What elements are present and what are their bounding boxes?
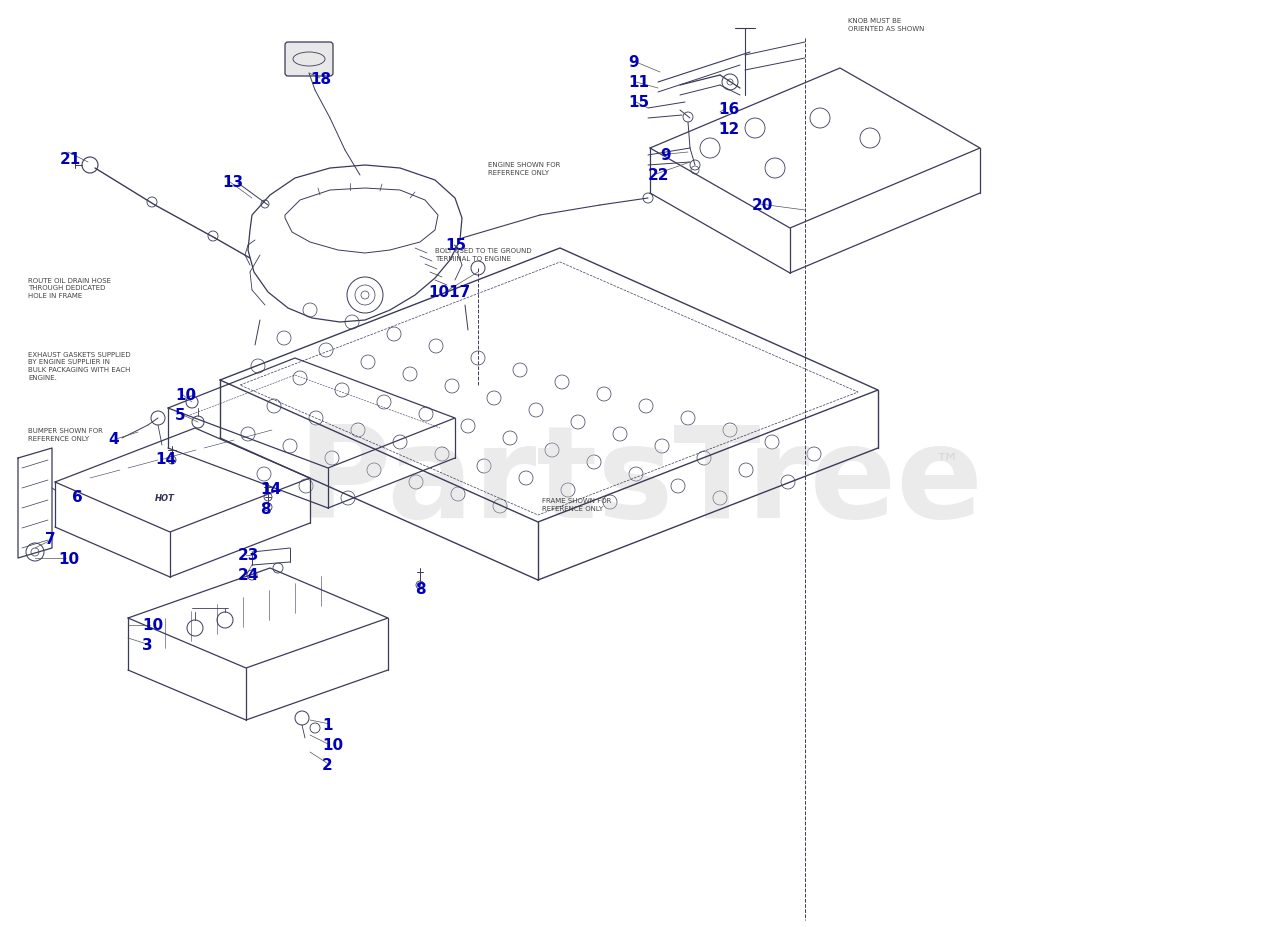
- Text: 20: 20: [753, 198, 773, 213]
- Text: FRAME SHOWN FOR
REFERENCE ONLY: FRAME SHOWN FOR REFERENCE ONLY: [541, 498, 612, 512]
- Text: 10: 10: [142, 618, 163, 633]
- Text: 15: 15: [628, 95, 649, 110]
- Text: 8: 8: [415, 582, 426, 597]
- Text: 15: 15: [445, 238, 466, 253]
- Text: 14: 14: [155, 452, 177, 467]
- Text: ROUTE OIL DRAIN HOSE
THROUGH DEDICATED
HOLE IN FRAME: ROUTE OIL DRAIN HOSE THROUGH DEDICATED H…: [28, 278, 111, 299]
- Text: 1017: 1017: [428, 285, 470, 300]
- Text: 13: 13: [221, 175, 243, 190]
- Text: KNOB MUST BE
ORIENTED AS SHOWN: KNOB MUST BE ORIENTED AS SHOWN: [849, 18, 924, 32]
- Text: 9: 9: [660, 148, 671, 163]
- Text: BOLT USED TO TIE GROUND
TERMINAL TO ENGINE: BOLT USED TO TIE GROUND TERMINAL TO ENGI…: [435, 248, 531, 261]
- Text: 7: 7: [45, 532, 55, 547]
- Text: 4: 4: [108, 432, 119, 447]
- Text: 10: 10: [323, 738, 343, 753]
- Text: 6: 6: [72, 490, 83, 505]
- Text: 16: 16: [718, 102, 740, 117]
- Text: 1: 1: [323, 718, 333, 733]
- Text: 2: 2: [323, 758, 333, 773]
- Text: 10: 10: [175, 388, 196, 403]
- Text: 11: 11: [628, 75, 649, 90]
- Text: HOT: HOT: [155, 493, 175, 502]
- Text: 14: 14: [260, 482, 282, 497]
- Text: 24: 24: [238, 568, 260, 583]
- Text: 12: 12: [718, 122, 740, 137]
- Text: 10: 10: [58, 552, 79, 567]
- Text: 18: 18: [310, 72, 332, 87]
- Text: ™: ™: [934, 451, 960, 476]
- Text: 23: 23: [238, 548, 260, 563]
- Text: 22: 22: [648, 168, 669, 183]
- Text: BUMPER SHOWN FOR
REFERENCE ONLY: BUMPER SHOWN FOR REFERENCE ONLY: [28, 428, 102, 441]
- Text: PartsTree: PartsTree: [297, 420, 983, 544]
- Text: 3: 3: [142, 638, 152, 653]
- Text: 8: 8: [260, 502, 270, 517]
- FancyBboxPatch shape: [285, 42, 333, 76]
- Text: ENGINE SHOWN FOR
REFERENCE ONLY: ENGINE SHOWN FOR REFERENCE ONLY: [488, 162, 561, 175]
- Text: EXHAUST GASKETS SUPPLIED
BY ENGINE SUPPLIER IN
BULK PACKAGING WITH EACH
ENGINE.: EXHAUST GASKETS SUPPLIED BY ENGINE SUPPL…: [28, 352, 131, 380]
- Text: 5: 5: [175, 408, 186, 423]
- Text: 21: 21: [60, 152, 81, 167]
- Text: 9: 9: [628, 55, 639, 70]
